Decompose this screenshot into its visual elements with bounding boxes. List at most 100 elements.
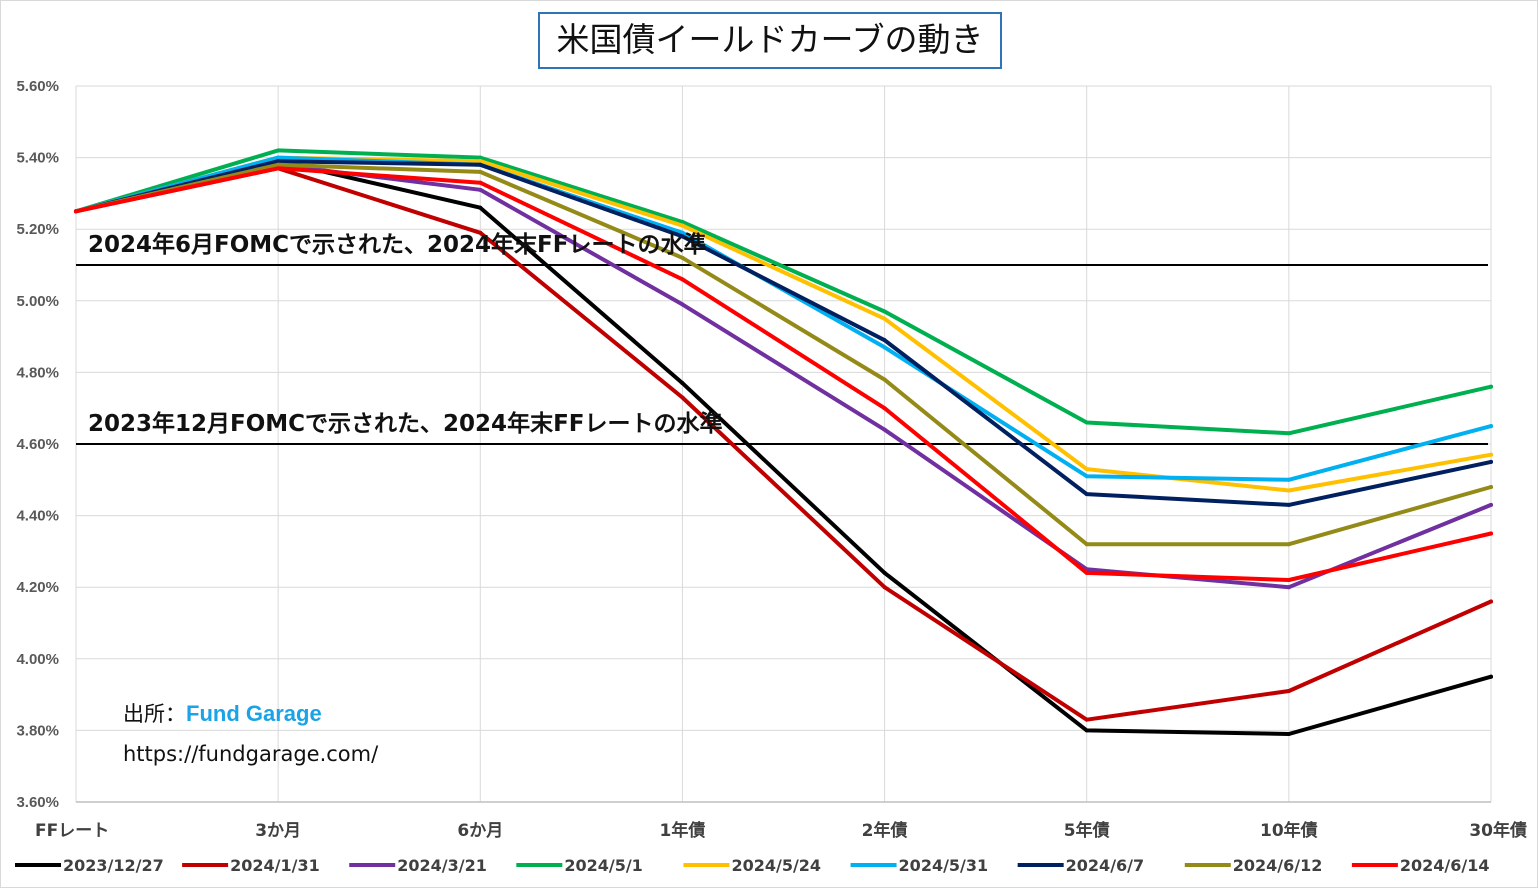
x-tick-label: 5年債 — [1064, 820, 1110, 841]
data-point — [1286, 689, 1291, 694]
data-point — [276, 166, 281, 171]
legend-label: 2024/1/31 — [230, 856, 320, 875]
series-line — [74, 166, 1493, 582]
reference-annotations: 2024年6月FOMCで示された、2024年末FFレートの水準 2023年12月F… — [88, 231, 723, 437]
data-point — [1084, 717, 1089, 722]
data-point — [1286, 502, 1291, 507]
source-label: 出所： — [123, 702, 186, 726]
series-line — [74, 148, 1493, 436]
data-point — [1286, 542, 1291, 547]
data-point — [276, 159, 281, 164]
data-point — [680, 220, 685, 225]
data-point — [1489, 459, 1493, 464]
x-tick-label: 3か月 — [255, 821, 301, 841]
legend-label: 2024/5/1 — [564, 856, 642, 875]
data-point — [1489, 452, 1493, 457]
data-point — [276, 148, 281, 153]
data-point — [1084, 467, 1089, 472]
data-series — [74, 148, 1493, 736]
data-point — [1489, 531, 1493, 536]
data-point — [680, 234, 685, 239]
y-tick-label: 5.00% — [16, 293, 59, 310]
series-line — [74, 162, 1493, 590]
data-point — [882, 377, 887, 382]
legend-label: 2024/5/24 — [731, 856, 821, 875]
y-tick-label: 5.60% — [16, 78, 59, 95]
data-point — [478, 205, 483, 210]
source-name: Fund Garage — [186, 701, 322, 726]
y-tick-label: 5.20% — [16, 221, 59, 238]
legend-label: 2024/6/12 — [1233, 856, 1323, 875]
y-tick-label: 4.60% — [16, 436, 59, 453]
x-tick-label: 6か月 — [457, 821, 503, 841]
reference-line-label: 2024年6月FOMCで示された、2024年末FFレートの水準 — [88, 231, 706, 258]
data-point — [478, 162, 483, 167]
series-line — [74, 155, 1493, 493]
data-point — [680, 395, 685, 400]
legend: 2023/12/27 2024/1/31 2024/3/21 2024/5/1 2024… — [15, 856, 1490, 875]
data-point — [478, 169, 483, 174]
legend-label: 2024/3/21 — [397, 856, 487, 875]
data-point — [1489, 599, 1493, 604]
data-point — [1084, 474, 1089, 479]
data-point — [1489, 502, 1493, 507]
data-point — [1286, 431, 1291, 436]
data-point — [680, 230, 685, 235]
reference-line-label: 2023年12月FOMCで示された、2024年末FFレートの水準 — [88, 410, 723, 437]
x-tick-label: 10年債 — [1260, 820, 1318, 841]
y-tick-label: 3.60% — [16, 794, 59, 811]
data-point — [74, 209, 78, 214]
data-point — [478, 159, 483, 164]
legend-label: 2023/12/27 — [63, 856, 164, 875]
data-point — [680, 277, 685, 282]
data-point — [1084, 420, 1089, 425]
data-point — [1286, 477, 1291, 482]
data-point — [882, 570, 887, 575]
data-point — [680, 381, 685, 386]
legend-label: 2024/6/14 — [1400, 856, 1490, 875]
legend-label: 2024/6/7 — [1066, 856, 1144, 875]
data-point — [478, 187, 483, 192]
data-point — [1286, 585, 1291, 590]
data-point — [882, 316, 887, 321]
x-tick-label: 1年債 — [660, 820, 706, 841]
y-tick-label: 3.80% — [16, 722, 59, 739]
legend-label: 2024/5/31 — [899, 856, 989, 875]
data-point — [276, 155, 281, 160]
data-point — [1286, 488, 1291, 493]
data-point — [1084, 728, 1089, 733]
x-axis-tick-labels: FFレート 3か月 6か月 1年債 2年債 5年債 10年債 30年債 — [35, 820, 1527, 841]
data-point — [276, 162, 281, 167]
data-point — [1489, 384, 1493, 389]
data-point — [1084, 542, 1089, 547]
data-point — [478, 155, 483, 160]
data-point — [1084, 492, 1089, 497]
data-point — [1286, 731, 1291, 736]
data-point — [882, 585, 887, 590]
x-tick-label: 30年債 — [1469, 820, 1527, 841]
data-point — [1489, 484, 1493, 489]
data-point — [1489, 424, 1493, 429]
series-line — [74, 162, 1493, 547]
data-point — [478, 230, 483, 235]
data-point — [882, 338, 887, 343]
y-tick-label: 4.20% — [16, 579, 59, 596]
data-point — [478, 180, 483, 185]
y-tick-label: 4.40% — [16, 508, 59, 525]
x-tick-label: 2年債 — [862, 820, 908, 841]
x-tick-label: FFレート — [35, 821, 109, 841]
source-url: https://fundgarage.com/ — [123, 742, 379, 766]
data-point — [882, 406, 887, 411]
data-point — [882, 345, 887, 350]
y-axis-tick-labels: 5.60% 5.40% 5.20% 5.00% 4.80% 4.60% 4.40% 4.20%… — [16, 78, 59, 811]
data-point — [882, 427, 887, 432]
source-credit: 出所：Fund Garage https://fundgarage.com/ — [123, 698, 378, 766]
series-line — [74, 159, 1493, 507]
data-point — [680, 302, 685, 307]
source-line: 出所：Fund Garage — [123, 698, 378, 728]
y-tick-label: 5.40% — [16, 150, 59, 167]
data-point — [882, 309, 887, 314]
data-point — [680, 223, 685, 228]
